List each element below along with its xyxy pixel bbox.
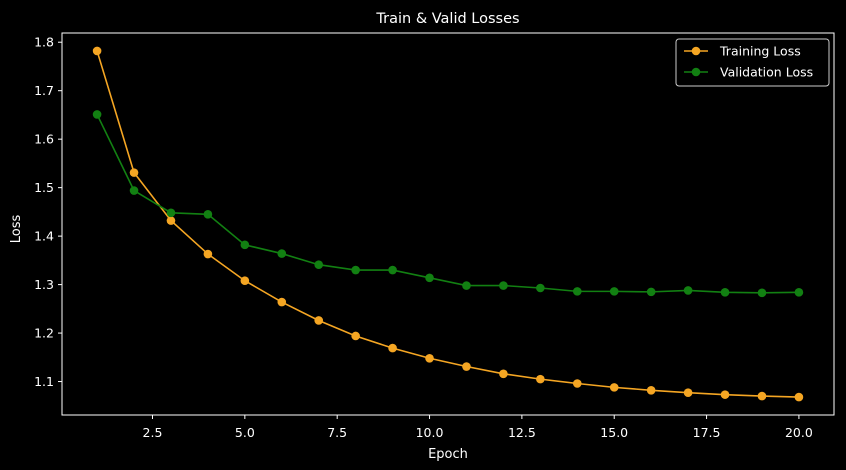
x-tick-label: 7.5 bbox=[327, 425, 347, 440]
data-point bbox=[277, 297, 287, 307]
data-point bbox=[240, 240, 250, 250]
series-training-loss bbox=[92, 46, 804, 402]
data-point bbox=[646, 385, 656, 395]
data-point bbox=[499, 281, 508, 290]
x-tick-label: 20.0 bbox=[785, 425, 813, 440]
x-tick-label: 2.5 bbox=[143, 425, 163, 440]
data-point bbox=[92, 46, 102, 56]
series-layer bbox=[92, 46, 804, 402]
legend-box bbox=[675, 38, 830, 87]
data-point bbox=[203, 210, 213, 219]
y-tick-label: 1.5 bbox=[34, 180, 54, 195]
y-tick-label: 1.1 bbox=[34, 374, 54, 389]
chart-title: Train & Valid Losses bbox=[375, 11, 519, 27]
data-point bbox=[536, 283, 545, 293]
data-point bbox=[388, 343, 397, 353]
data-point bbox=[462, 281, 471, 290]
data-point bbox=[720, 288, 730, 297]
data-point bbox=[794, 288, 804, 297]
data-point bbox=[720, 390, 730, 399]
legend-label: Validation Loss bbox=[720, 65, 813, 80]
legend-swatch-marker bbox=[691, 46, 701, 56]
x-axis-label: Epoch bbox=[428, 447, 468, 462]
data-point bbox=[388, 265, 397, 275]
data-point bbox=[757, 391, 767, 401]
data-point bbox=[129, 186, 139, 195]
data-point bbox=[129, 168, 139, 177]
x-tick-label: 15.0 bbox=[600, 425, 628, 440]
y-axis-label: Loss bbox=[9, 215, 24, 244]
data-point bbox=[277, 249, 287, 258]
data-point bbox=[351, 331, 360, 341]
data-point bbox=[425, 353, 434, 363]
data-point bbox=[314, 316, 324, 325]
x-tick-label: 10.0 bbox=[416, 425, 444, 440]
data-point bbox=[314, 260, 324, 270]
y-tick-label: 1.3 bbox=[34, 277, 54, 292]
x-tick-label: 12.5 bbox=[508, 425, 536, 440]
legend-swatch-marker bbox=[691, 67, 701, 77]
data-point bbox=[240, 276, 250, 286]
y-tick-label: 1.7 bbox=[34, 83, 54, 98]
x-axis: 2.5 5.0 7.5 10.0 12.5 15.0 17.5 20.0 bbox=[143, 415, 813, 440]
data-point bbox=[572, 287, 582, 296]
x-tick-label: 17.5 bbox=[693, 425, 721, 440]
data-point bbox=[462, 362, 471, 371]
data-point bbox=[609, 287, 619, 296]
data-point bbox=[351, 265, 360, 275]
series-validation-loss bbox=[92, 110, 804, 298]
data-point bbox=[572, 379, 582, 388]
data-point bbox=[683, 388, 693, 398]
plot-area bbox=[61, 32, 835, 416]
series-line bbox=[96, 114, 799, 294]
y-tick-label: 1.8 bbox=[34, 35, 54, 50]
data-point bbox=[203, 249, 213, 259]
legend: Training Loss Validation Loss bbox=[675, 38, 830, 87]
data-point bbox=[794, 392, 804, 402]
data-point bbox=[166, 216, 176, 225]
y-axis: 1.1 1.2 1.3 1.4 1.5 1.6 1.7 1.8 bbox=[34, 35, 62, 389]
data-point bbox=[757, 288, 767, 298]
data-point bbox=[683, 286, 693, 295]
data-point bbox=[425, 273, 434, 283]
data-point bbox=[92, 110, 102, 119]
y-tick-label: 1.4 bbox=[34, 229, 54, 244]
data-point bbox=[646, 287, 656, 297]
data-point bbox=[166, 208, 176, 218]
data-point bbox=[499, 369, 508, 379]
data-point bbox=[609, 383, 619, 392]
y-tick-label: 1.6 bbox=[34, 132, 54, 147]
data-point bbox=[536, 374, 545, 384]
legend-label: Training Loss bbox=[719, 44, 801, 59]
y-tick-label: 1.2 bbox=[34, 326, 54, 341]
x-tick-label: 5.0 bbox=[235, 425, 255, 440]
series-line bbox=[96, 50, 799, 398]
